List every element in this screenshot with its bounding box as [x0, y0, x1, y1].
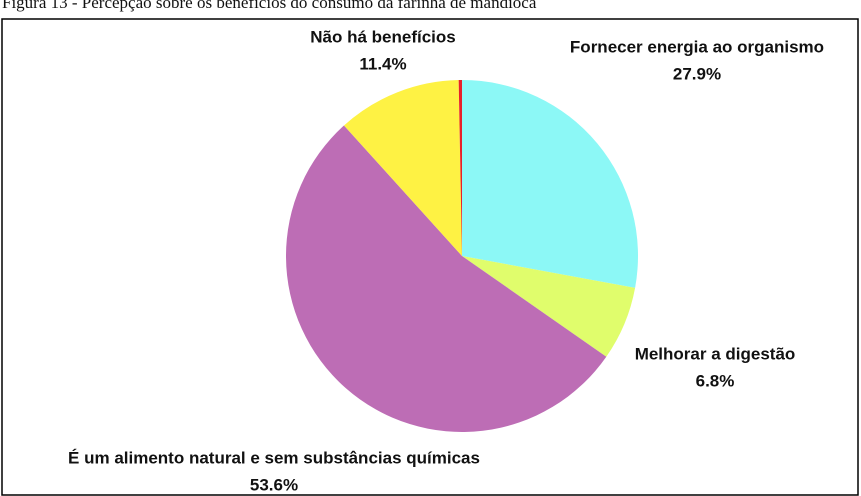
slice-label: Melhorar a digestão	[635, 344, 796, 363]
pie-slice	[462, 80, 638, 288]
pie-slice	[343, 80, 462, 256]
pie-slice	[458, 80, 462, 256]
chart-frame	[1, 18, 859, 496]
slice-value-label: 53.6%	[250, 475, 298, 494]
chart-title: Figura 13 - Percepção sobre os benefício…	[2, 0, 537, 12]
slice-value-label: 27.9%	[673, 64, 721, 83]
slice-label: É um alimento natural e sem substâncias …	[68, 448, 480, 467]
pie-slice	[286, 125, 607, 433]
slice-label: Não há benefícios	[310, 27, 455, 46]
slice-value-label: 6.8%	[696, 371, 735, 390]
pie-slice	[462, 256, 636, 357]
slice-value-label: 11.4%	[359, 54, 406, 73]
slice-label: Fornecer energia ao organismo	[570, 37, 824, 56]
